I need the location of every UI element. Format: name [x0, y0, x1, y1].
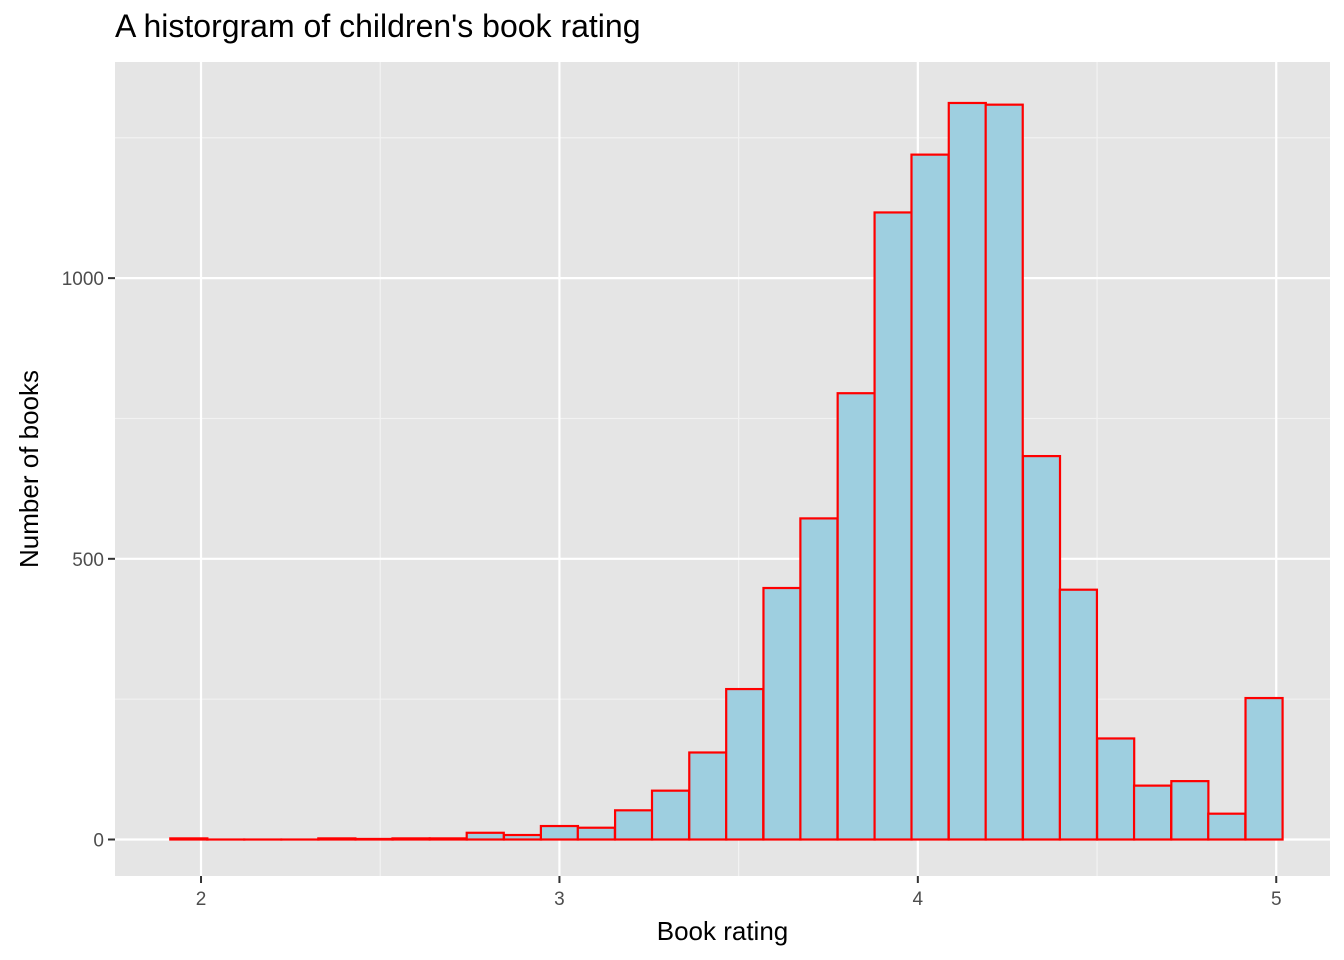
histogram-bar — [1021, 454, 1062, 841]
chart-title: A historgram of children's book rating — [115, 8, 641, 44]
histogram-bar — [576, 826, 616, 841]
histogram-bar — [1207, 812, 1247, 841]
x-tick-label: 5 — [1271, 889, 1282, 910]
x-tick-label: 3 — [554, 889, 565, 910]
histogram-bar — [836, 392, 876, 841]
y-tick-label: 500 — [72, 550, 104, 571]
x-axis: 2 3 4 5 — [196, 876, 1282, 910]
histogram-bar — [799, 517, 839, 841]
histogram-bar — [1058, 588, 1099, 841]
x-axis-title: Book rating — [657, 916, 789, 946]
histogram-bar — [1244, 696, 1284, 841]
histogram-bar — [984, 103, 1024, 841]
histogram-bar — [1132, 784, 1173, 841]
histogram-bar — [317, 837, 357, 841]
histogram-bar — [169, 837, 209, 841]
histogram-bar — [762, 586, 802, 841]
y-tick-label: 0 — [93, 831, 104, 852]
histogram-bar — [502, 833, 543, 841]
y-axis: 0 500 1000 — [62, 269, 115, 852]
histogram-bar — [539, 824, 580, 841]
y-axis-title: Number of books — [14, 370, 44, 568]
histogram-bar — [391, 837, 431, 841]
histogram-bar — [1170, 780, 1210, 841]
histogram-bar — [428, 837, 468, 841]
histogram-bars — [169, 101, 1284, 841]
histogram-bar — [354, 837, 394, 841]
x-tick-label: 4 — [913, 889, 924, 910]
y-tick-label: 1000 — [62, 269, 104, 290]
x-tick-label: 2 — [196, 889, 207, 910]
histogram-bar — [688, 751, 728, 841]
histogram-bar — [650, 789, 691, 841]
histogram-bar — [947, 101, 987, 841]
histogram-bar — [613, 809, 654, 841]
histogram-bar — [1096, 737, 1136, 841]
histogram-bar — [910, 153, 950, 841]
histogram-bar — [465, 831, 505, 841]
histogram-bar — [725, 687, 765, 841]
histogram-bar — [873, 211, 913, 841]
